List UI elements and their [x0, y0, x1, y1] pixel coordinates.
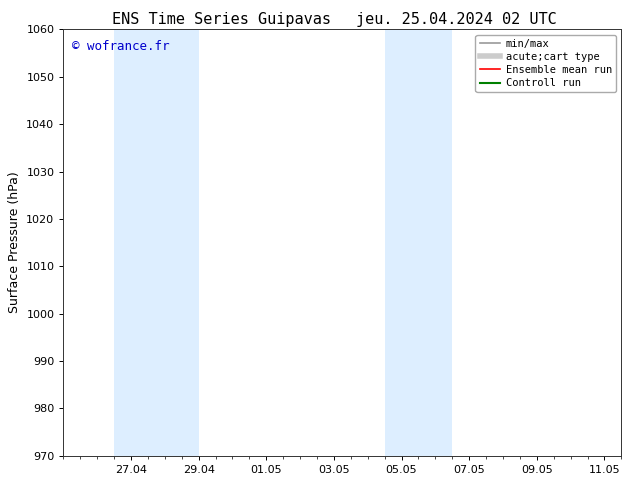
Y-axis label: Surface Pressure (hPa): Surface Pressure (hPa)	[8, 172, 21, 314]
Text: jeu. 25.04.2024 02 UTC: jeu. 25.04.2024 02 UTC	[356, 12, 557, 27]
Legend: min/max, acute;cart type, Ensemble mean run, Controll run: min/max, acute;cart type, Ensemble mean …	[476, 35, 616, 92]
Text: © wofrance.fr: © wofrance.fr	[72, 40, 169, 53]
Bar	[114, 29, 198, 456]
Bar	[385, 29, 452, 456]
Text: ENS Time Series Guipavas: ENS Time Series Guipavas	[112, 12, 332, 27]
